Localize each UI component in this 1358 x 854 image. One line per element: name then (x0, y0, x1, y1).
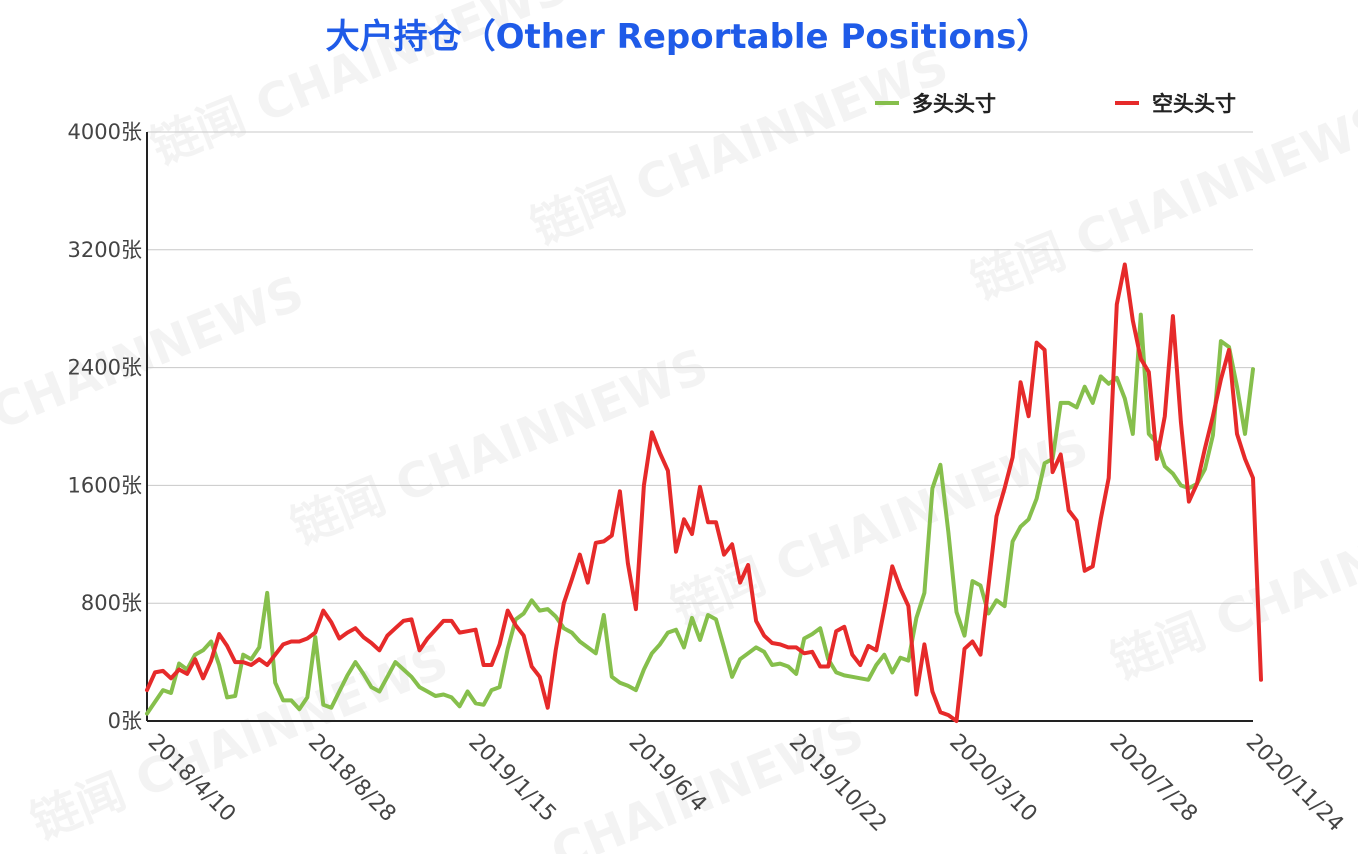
watermark-logo: 链闻 CHAINNEWS (964, 93, 1358, 311)
y-tick-label: 0张 (108, 709, 142, 733)
y-tick-label: 4000张 (68, 120, 142, 144)
legend: 多头头寸 空头头寸 (875, 92, 1236, 116)
legend-label: 空头头寸 (1152, 92, 1236, 116)
x-tick-label: 2019/1/15 (463, 730, 560, 827)
watermark-logo: CHAINNEWS (0, 265, 311, 441)
watermark-logo: 链闻 CHAINNEWS (1104, 473, 1358, 691)
chart-title: 大户持仓（Other Reportable Positions） (326, 17, 1051, 57)
y-tick-label: 3200张 (68, 238, 142, 262)
y-tick-label: 1600张 (68, 473, 142, 497)
y-tick-label: 2400张 (68, 356, 142, 380)
x-tick-label: 2020/3/10 (944, 730, 1041, 827)
series-line (145, 312, 1255, 716)
series-line (145, 262, 1263, 723)
y-tick-label: 800张 (81, 591, 142, 615)
series-lines (145, 262, 1263, 723)
x-tick-label: 2020/11/24 (1241, 730, 1348, 837)
watermark-logo: 链闻 CHAINNEWS (524, 38, 956, 256)
y-axis: 0张 800张 1600张 2400张 3200张 4000张 (68, 120, 1253, 733)
x-tick-label: 2020/7/28 (1104, 730, 1201, 827)
x-tick-label: 2018/8/28 (303, 730, 400, 827)
legend-label: 多头头寸 (912, 92, 996, 116)
